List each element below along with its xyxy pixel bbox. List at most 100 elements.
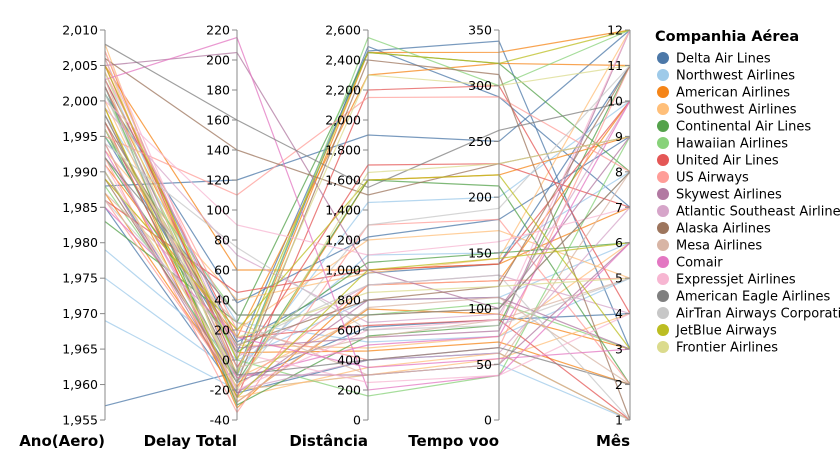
legend-swatch (657, 324, 669, 336)
axis-tick: 11 (607, 58, 630, 73)
axis-tick: 1,800 (325, 143, 368, 158)
tick-label: 20 (214, 323, 230, 338)
axis-distance: 0 200 400 600 800 1,000 1,200 1,400 1,600 1,800 2,… (289, 23, 369, 450)
legend-item: JetBlue Airways (657, 324, 777, 339)
axis-tick: 50 (476, 357, 499, 372)
legend-label: Continental Air Lines (676, 120, 811, 135)
legend-swatch (657, 290, 669, 302)
axis-tick: 350 (468, 23, 499, 38)
legend-item: United Air Lines (657, 154, 779, 169)
legend-label: Frontier Airlines (676, 341, 778, 356)
tick-label: 0 (353, 413, 361, 428)
axis-tick: 300 (468, 78, 499, 93)
tick-label: 1,600 (325, 173, 361, 188)
legend-swatch (657, 52, 669, 64)
tick-label: 10 (607, 93, 623, 108)
tick-label: 120 (206, 173, 230, 188)
tick-label: 2,200 (325, 83, 361, 98)
legend-swatch (657, 273, 669, 285)
axis-tick: 1,965 (62, 342, 105, 357)
legend-label: American Airlines (676, 86, 790, 101)
tick-label: 11 (607, 58, 623, 73)
tick-label: 1,800 (325, 143, 361, 158)
legend-item: Hawaiian Airlines (657, 137, 788, 152)
tick-label: 3 (615, 342, 623, 357)
axis-tick: 5 (615, 271, 630, 286)
tick-label: 1,990 (62, 164, 98, 179)
tick-label: 12 (607, 23, 623, 38)
tick-label: 200 (206, 53, 230, 68)
tick-label: 2,000 (325, 113, 361, 128)
legend-swatch (657, 154, 669, 166)
legend-item: American Airlines (657, 86, 790, 101)
tick-label: 1,970 (62, 306, 98, 321)
tick-label: -20 (210, 383, 230, 398)
legend-item: Delta Air Lines (657, 52, 771, 67)
legend-item: Frontier Airlines (657, 341, 778, 356)
axis-tick: 100 (206, 203, 237, 218)
tick-label: 200 (468, 190, 492, 205)
legend-title: Companhia Aérea (655, 29, 799, 45)
axis-tick: 2,005 (62, 58, 105, 73)
legend-swatch (657, 137, 669, 149)
tick-label: 2,000 (62, 93, 98, 108)
tick-label: 250 (468, 134, 492, 149)
tick-label: 9 (615, 129, 623, 144)
legend-swatch (657, 239, 669, 251)
axis-title: Tempo voo (408, 432, 499, 450)
tick-label: 50 (476, 357, 492, 372)
tick-label: 8 (615, 164, 623, 179)
axis-tick: 180 (206, 83, 237, 98)
legend-swatch (657, 69, 669, 81)
legend-label: Expressjet Airlines (676, 273, 796, 288)
tick-label: 1,400 (325, 203, 361, 218)
axis-title: Distância (289, 432, 368, 450)
legend-item: Continental Air Lines (657, 120, 811, 135)
tick-label: 1,995 (62, 129, 98, 144)
axis-tick: 1,985 (62, 200, 105, 215)
axis-tick: 150 (468, 245, 499, 260)
tick-label: 300 (468, 78, 492, 93)
legend-label: United Air Lines (676, 154, 779, 169)
axis-tick: 9 (615, 129, 630, 144)
axis-tick: -40 (210, 413, 237, 428)
axis-tick: 2,400 (325, 53, 368, 68)
axis-tick: 1,960 (62, 377, 105, 392)
legend-item: Atlantic Southeast Airlines (657, 205, 840, 220)
tick-label: 220 (206, 23, 230, 38)
legend-label: AirTran Airways Corporation (676, 307, 840, 322)
legend-item: American Eagle Airlines (657, 290, 830, 305)
axis-tick: 2,010 (62, 23, 105, 38)
axis-tick: 80 (214, 233, 237, 248)
tick-label: 60 (214, 263, 230, 278)
tick-label: 140 (206, 143, 230, 158)
tick-label: 150 (468, 245, 492, 260)
tick-label: 5 (615, 271, 623, 286)
tick-label: 160 (206, 113, 230, 128)
tick-label: 2 (615, 377, 623, 392)
tick-label: 1,980 (62, 235, 98, 250)
axis-title: Ano(Aero) (19, 432, 105, 450)
axis-tick: 2,200 (325, 83, 368, 98)
tick-label: 80 (214, 233, 230, 248)
legend-label: Alaska Airlines (676, 222, 771, 237)
legend-label: Northwest Airlines (676, 69, 795, 84)
tick-label: 200 (337, 383, 361, 398)
axis-title: Mês (596, 432, 630, 450)
tick-label: 2,600 (325, 23, 361, 38)
legend-swatch (657, 222, 669, 234)
tick-label: 600 (337, 323, 361, 338)
tick-label: 0 (222, 353, 230, 368)
axis-tick: 1,955 (62, 413, 105, 428)
tick-label: 1,960 (62, 377, 98, 392)
legend-item: Skywest Airlines (657, 188, 782, 203)
axis-tick: 160 (206, 113, 237, 128)
tick-label: 100 (468, 301, 492, 316)
axis-tick: 200 (206, 53, 237, 68)
legend-label: Atlantic Southeast Airlines (676, 205, 840, 220)
axis-airtime: 0 50 100 150 200 250 300 350 Tempo voo (408, 23, 500, 450)
legend-label: US Airways (676, 171, 749, 186)
legend-item: Northwest Airlines (657, 69, 795, 84)
legend-swatch (657, 103, 669, 115)
